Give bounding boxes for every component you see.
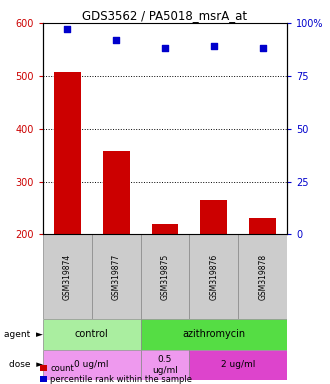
- Text: GSM319874: GSM319874: [63, 254, 72, 300]
- Bar: [43, 319, 141, 349]
- Bar: [249, 218, 276, 235]
- Bar: [54, 72, 81, 235]
- Text: control: control: [75, 329, 109, 339]
- Bar: [151, 225, 179, 235]
- Bar: [141, 235, 189, 319]
- Bar: [43, 349, 141, 380]
- Bar: [238, 235, 287, 319]
- Bar: [189, 349, 287, 380]
- Text: GSM319878: GSM319878: [258, 254, 267, 300]
- Bar: [200, 200, 227, 235]
- Text: 2 ug/ml: 2 ug/ml: [221, 361, 255, 369]
- Text: dose  ►: dose ►: [9, 361, 43, 369]
- Point: [211, 43, 216, 50]
- Text: GSM319875: GSM319875: [160, 254, 170, 300]
- Bar: [141, 349, 189, 380]
- Bar: [103, 151, 130, 235]
- Point: [114, 37, 119, 43]
- Legend: count, percentile rank within the sample: count, percentile rank within the sample: [41, 364, 192, 384]
- Text: 0.5
ug/ml: 0.5 ug/ml: [152, 355, 178, 374]
- Bar: [43, 235, 92, 319]
- Bar: [189, 235, 238, 319]
- Point: [260, 45, 265, 51]
- Text: azithromycin: azithromycin: [182, 329, 246, 339]
- Text: 0 ug/ml: 0 ug/ml: [75, 361, 109, 369]
- Text: agent  ►: agent ►: [4, 330, 43, 339]
- Bar: [92, 235, 141, 319]
- Text: GSM319877: GSM319877: [112, 254, 121, 300]
- Point: [162, 45, 168, 51]
- Point: [65, 26, 70, 33]
- Title: GDS3562 / PA5018_msrA_at: GDS3562 / PA5018_msrA_at: [82, 9, 248, 22]
- Bar: [141, 319, 287, 349]
- Text: GSM319876: GSM319876: [209, 254, 218, 300]
